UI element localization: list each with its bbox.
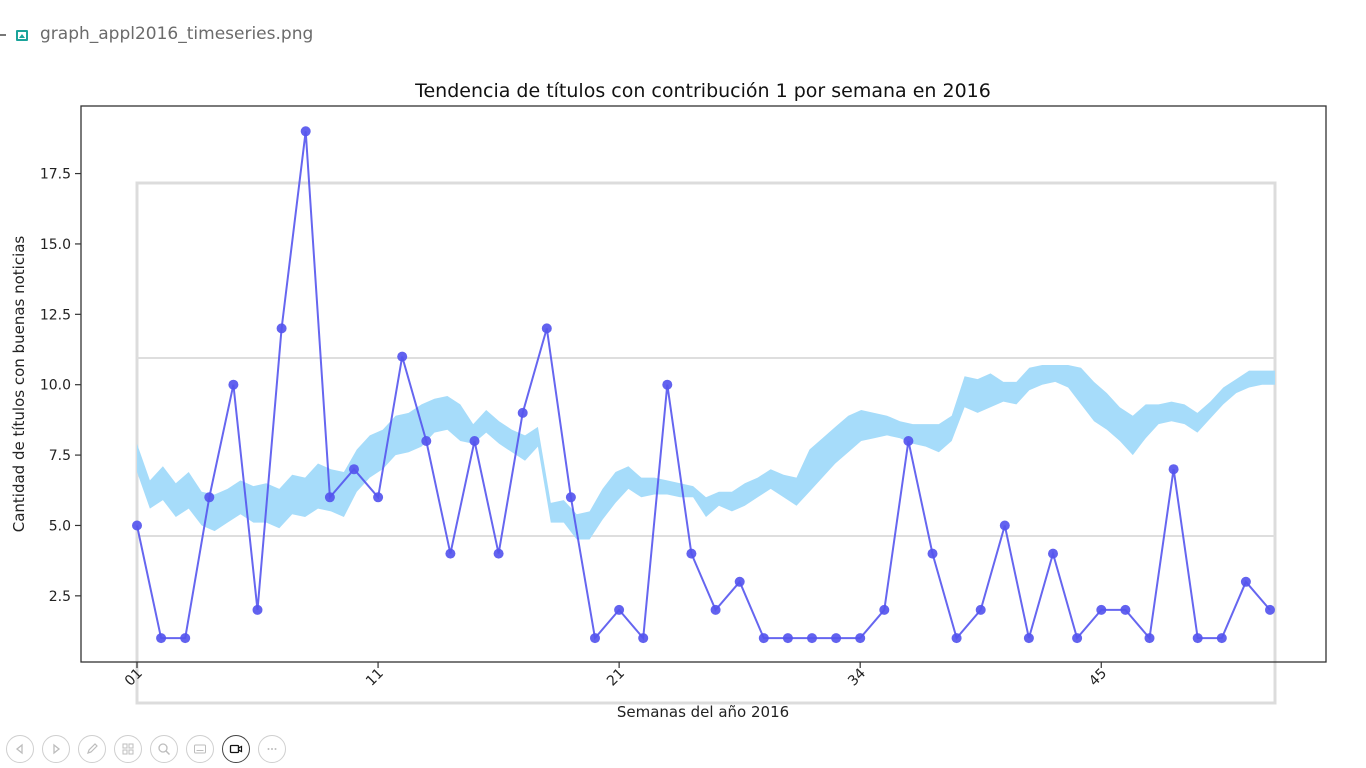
zoom-icon — [158, 743, 171, 756]
data-point — [1265, 604, 1275, 615]
y-tick-label: 12.5 — [40, 307, 71, 323]
data-point — [638, 633, 649, 644]
data-point — [1072, 633, 1083, 644]
data-point — [517, 407, 528, 418]
x-tick-label: 34 — [845, 665, 869, 689]
x-tick-label: 01 — [122, 666, 146, 690]
data-point — [1096, 604, 1107, 615]
data-point — [590, 633, 600, 644]
pen-button[interactable] — [78, 735, 106, 763]
data-point — [903, 436, 914, 446]
file-header: graph_appl2016_timeseries.png — [0, 22, 313, 48]
data-point — [421, 436, 432, 446]
data-point — [373, 492, 384, 503]
data-point — [1240, 576, 1251, 587]
data-point — [493, 548, 504, 559]
x-tick-label: 11 — [363, 666, 387, 690]
more-options-icon — [267, 748, 277, 750]
previous-icon — [15, 743, 23, 755]
data-point — [1048, 548, 1058, 559]
data-point — [228, 379, 239, 390]
chart-decorations — [135, 181, 1277, 705]
camera-icon — [229, 744, 243, 754]
next-button[interactable] — [42, 735, 70, 763]
data-point — [614, 604, 625, 615]
camera-button[interactable] — [222, 735, 250, 763]
plot-frame — [80, 105, 1327, 663]
subtitles-button[interactable] — [186, 735, 214, 763]
slides-icon — [122, 743, 134, 755]
data-point — [1120, 604, 1131, 615]
data-point — [1023, 633, 1034, 644]
data-point — [469, 436, 480, 446]
data-point — [180, 633, 191, 644]
data-point — [807, 633, 817, 644]
data-point — [999, 520, 1010, 531]
trend-band-layer — [137, 365, 1275, 540]
data-point — [758, 633, 769, 644]
data-point — [662, 379, 673, 390]
trend-band — [137, 365, 1275, 540]
x-tick-label: 45 — [1086, 666, 1110, 690]
chart: 2.5 5.0 7.5 10.0 12.5 15.0 17.5 01 11 21 34 45 Tend… — [10, 80, 1327, 721]
data-point — [879, 604, 890, 615]
more-options-button[interactable] — [258, 735, 286, 763]
y-axis-label: Cantidad de títulos con buenas noticias — [10, 236, 28, 533]
data-point — [1192, 633, 1203, 644]
y-tick-label: 15.0 — [40, 237, 71, 253]
presentation-toolbar — [6, 734, 286, 764]
subtitles-icon — [194, 744, 206, 754]
data-point — [565, 492, 576, 503]
expand-arrow-icon[interactable] — [0, 34, 6, 36]
data-point — [1216, 633, 1227, 644]
data-point — [204, 492, 215, 503]
y-tick-label: 7.5 — [49, 448, 71, 464]
data-point — [541, 323, 552, 334]
previous-button[interactable] — [6, 735, 34, 763]
data-point — [951, 633, 962, 644]
data-point — [782, 633, 793, 644]
file-name[interactable]: graph_appl2016_timeseries.png — [40, 24, 314, 44]
data-point — [252, 604, 263, 615]
data-point — [927, 548, 938, 559]
y-tick-label: 2.5 — [49, 589, 71, 605]
data-point — [710, 604, 721, 615]
data-point — [831, 633, 842, 644]
data-point — [1144, 633, 1155, 644]
next-icon — [53, 743, 61, 755]
slides-button[interactable] — [114, 735, 142, 763]
data-point — [975, 604, 986, 615]
data-point — [300, 126, 311, 137]
series-line — [136, 131, 1271, 641]
x-tick-label: 21 — [604, 666, 628, 690]
axes-layer — [80, 105, 1327, 663]
data-point — [1168, 464, 1179, 475]
data-point — [349, 464, 359, 475]
y-tick-label: 5.0 — [49, 518, 71, 534]
data-point — [276, 323, 287, 334]
data-point — [445, 548, 456, 559]
inner-frame — [135, 181, 1277, 705]
data-point — [156, 633, 167, 644]
image-file-icon — [16, 29, 28, 41]
zoom-button[interactable] — [150, 735, 178, 763]
data-point — [324, 492, 335, 503]
data-point — [734, 576, 745, 587]
ticks-layer: 2.5 5.0 7.5 10.0 12.5 15.0 17.5 01 11 21 34 45 — [40, 167, 1110, 690]
series-layer — [132, 126, 1275, 644]
data-point — [132, 520, 142, 531]
data-point — [855, 633, 866, 644]
chart-title: Tendencia de títulos con contribución 1 … — [414, 80, 991, 102]
y-tick-label: 10.0 — [40, 378, 71, 394]
y-tick-label: 17.5 — [40, 167, 71, 183]
data-point — [686, 548, 697, 559]
data-point — [397, 351, 408, 362]
pen-icon — [87, 743, 98, 754]
x-axis-label: Semanas del año 2016 — [617, 703, 789, 721]
